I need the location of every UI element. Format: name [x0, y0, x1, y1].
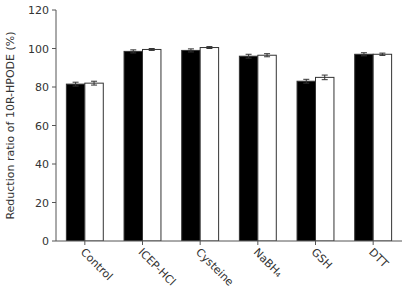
x-tick: [84, 241, 85, 245]
error-cap: [149, 48, 155, 49]
chart: 0 20 40 60 80 100 120 Control ICEP-HCl Cysteine Na…: [0, 0, 416, 303]
bar: [239, 56, 257, 241]
bar: [258, 55, 276, 241]
error-line: [94, 81, 95, 85]
y-tick-label: 100: [28, 43, 49, 56]
y-tick: [52, 125, 56, 126]
y-tick: [52, 87, 56, 88]
error-cap: [188, 48, 194, 49]
bar: [200, 48, 218, 241]
error-cap: [303, 79, 309, 80]
x-tick-label: ICEP-HCl: [136, 246, 179, 289]
x-tick-label: NaBH₄: [251, 246, 285, 280]
error-cap: [91, 85, 97, 86]
error-bar: [206, 47, 212, 49]
error-bar: [149, 49, 155, 51]
x-tick-label: Cysteine: [193, 246, 236, 289]
error-cap: [206, 48, 212, 49]
x-tick-label: DTT: [366, 246, 391, 271]
error-cap: [73, 86, 79, 87]
x-tick: [373, 241, 374, 245]
error-cap: [206, 46, 212, 47]
y-tick-label: 40: [35, 158, 49, 171]
bar: [355, 54, 373, 241]
error-cap: [379, 53, 385, 54]
error-bar: [303, 79, 309, 83]
bars: [66, 47, 391, 241]
bar: [124, 51, 142, 241]
x-tick: [315, 241, 316, 245]
error-bar: [379, 53, 385, 55]
error-cap: [361, 55, 367, 56]
y-tick: [52, 48, 56, 49]
error-cap: [322, 79, 328, 80]
error-cap: [322, 75, 328, 76]
error-bar: [264, 54, 270, 57]
error-bar: [73, 82, 79, 86]
error-cap: [246, 58, 252, 59]
error-line: [324, 75, 325, 80]
error-bar: [322, 75, 328, 80]
error-cap: [149, 50, 155, 51]
error-line: [248, 54, 249, 58]
bar: [316, 77, 334, 241]
y-tick-label: 120: [28, 4, 49, 17]
error-cap: [361, 52, 367, 53]
x-tick: [200, 241, 201, 245]
bar: [373, 54, 391, 241]
y-tick-label: 80: [35, 81, 49, 94]
y-tick: [52, 202, 56, 203]
y-tick-label: 60: [35, 120, 49, 133]
x-axis-line: [56, 241, 402, 242]
error-line: [306, 79, 307, 83]
y-tick-label: 20: [35, 197, 49, 210]
error-cap: [246, 54, 252, 55]
error-cap: [264, 53, 270, 54]
bar: [66, 84, 84, 241]
bar: [85, 83, 103, 241]
error-cap: [188, 51, 194, 52]
error-cap: [130, 52, 136, 53]
x-tick-label: Control: [78, 246, 115, 283]
y-tick: [52, 241, 56, 242]
error-cap: [379, 55, 385, 56]
y-axis-label: Reduction ratio of 10R-HPODE (%): [4, 31, 17, 219]
bar: [143, 49, 161, 241]
error-bar: [361, 53, 367, 56]
error-bar: [91, 81, 97, 85]
x-tick: [142, 241, 143, 245]
error-cap: [130, 49, 136, 50]
y-tick: [52, 164, 56, 165]
error-bar: [188, 49, 194, 52]
error-cap: [73, 82, 79, 83]
error-bar: [130, 50, 136, 53]
x-tick: [257, 241, 258, 245]
y-tick: [52, 10, 56, 11]
error-cap: [264, 56, 270, 57]
error-line: [75, 82, 76, 86]
bar: [297, 81, 315, 241]
x-tick-label: GSH: [309, 246, 335, 272]
y-tick-label: 0: [42, 235, 49, 248]
error-bar: [246, 54, 252, 58]
error-cap: [91, 81, 97, 82]
error-cap: [303, 83, 309, 84]
bar: [182, 50, 200, 241]
